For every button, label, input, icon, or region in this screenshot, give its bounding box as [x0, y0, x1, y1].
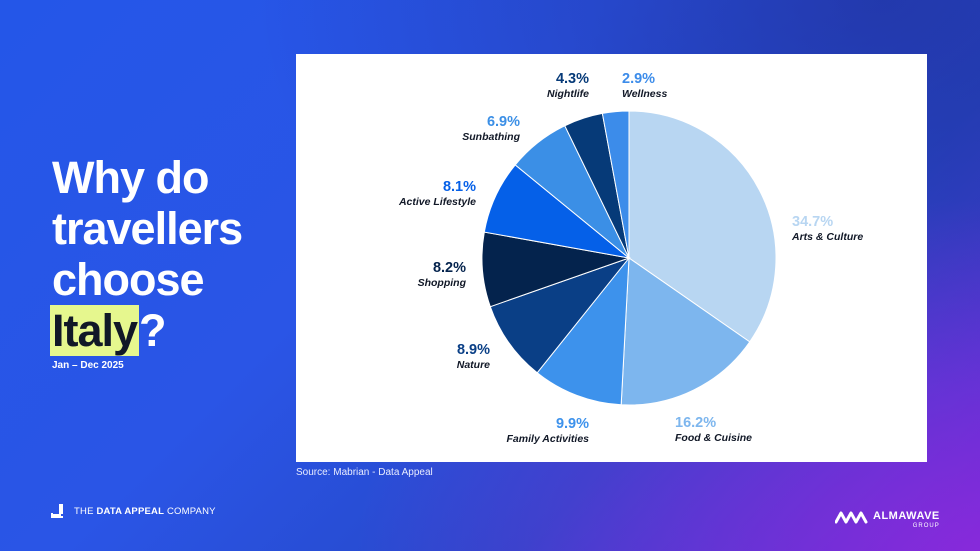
slice-label-food-cuisine: Food & Cuisine	[675, 432, 752, 444]
company-name: THE DATA APPEAL COMPANY	[74, 506, 216, 517]
slice-label-sunbathing: Sunbathing	[462, 131, 520, 143]
slice-value-arts-culture: 34.7%	[792, 214, 833, 230]
pie-chart: 34.7%Arts & Culture 16.2%Food & Cuisine 9.…	[398, 71, 863, 445]
pie-slice-nature	[489, 256, 631, 374]
slice-label-nature: Nature	[457, 359, 490, 371]
slice-value-family-activities: 9.9%	[556, 416, 589, 432]
wave-logo-icon	[834, 510, 869, 529]
pie-slice-arts-culture	[628, 110, 777, 343]
slice-value-nature: 8.9%	[457, 342, 490, 358]
chart-panel: 34.7% Arts & Culture 16.2% Food & Cuisine 9.…	[296, 54, 927, 462]
slice-value-wellness: 2.9%	[622, 71, 655, 87]
slice-value-nightlife: 4.3%	[556, 71, 589, 87]
company-prefix: THE	[74, 505, 97, 517]
partner-group: GROUP	[912, 523, 940, 529]
partner-logo: ALMAWAVE GROUP	[834, 510, 940, 530]
title-highlight: Italy	[50, 305, 140, 356]
slice-value-sunbathing: 6.9%	[487, 114, 520, 130]
bracket-logo-icon	[50, 503, 66, 519]
partner-text: ALMAWAVE GROUP	[873, 510, 940, 530]
slice-label-wellness: Wellness	[622, 88, 667, 100]
slice-label-nightlife: Nightlife	[547, 88, 589, 100]
title-line-4: Italy?	[50, 305, 282, 356]
period-label: Jan – Dec 2025	[52, 360, 124, 371]
title-line-3: choose	[52, 254, 205, 305]
partner-name: ALMAWAVE	[873, 510, 940, 522]
title-suffix: ?	[139, 305, 166, 356]
slice-label-arts-culture: Arts & Culture	[791, 231, 863, 243]
company-bold: DATA APPEAL	[96, 505, 165, 517]
slice-value-active-lifestyle: 8.1%	[443, 179, 476, 195]
slice-label-active-lifestyle: Active Lifestyle	[398, 196, 476, 208]
company-logo: THE DATA APPEAL COMPANY	[50, 503, 216, 519]
pie-slice-wellness	[601, 110, 630, 259]
source-note: Source: Mabrian - Data Appeal	[296, 467, 433, 478]
slice-label-family-activities: Family Activities	[507, 433, 590, 445]
title-line-1: Why do	[52, 152, 209, 203]
pie-slice-food-cuisine	[620, 257, 751, 406]
slice-label-shopping: Shopping	[418, 277, 467, 289]
page-title: Why do travellers choose Italy?	[50, 152, 282, 356]
pie-slice-family-activities	[536, 256, 630, 406]
title-line-2: travellers	[52, 203, 243, 254]
slice-value-food-cuisine: 16.2%	[675, 415, 716, 431]
slice-value-shopping: 8.2%	[433, 260, 466, 276]
company-suffix: COMPANY	[164, 505, 216, 517]
